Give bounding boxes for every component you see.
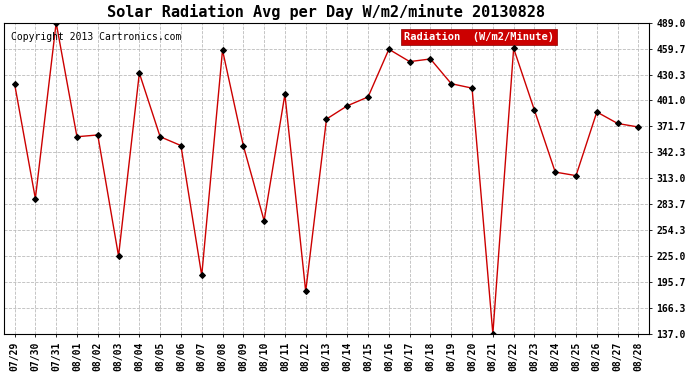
Point [50,20,61,26]
Point [72,134,83,140]
Point [508,45,519,51]
Point [113,253,124,259]
Point [362,94,373,100]
Point [238,142,249,148]
Point [612,120,623,126]
Text: Copyright 2013 Cartronics.com: Copyright 2013 Cartronics.com [10,32,181,42]
Point [92,132,104,138]
Point [9,81,20,87]
Point [134,70,145,76]
Point [633,124,644,130]
Point [217,47,228,53]
Text: Radiation  (W/m2/Minute): Radiation (W/m2/Minute) [404,32,554,42]
Point [175,142,186,148]
Point [571,172,582,178]
Point [259,218,270,224]
Point [550,169,561,175]
Point [279,91,290,97]
Point [384,46,395,52]
Point [155,134,166,140]
Point [466,85,477,91]
Point [487,331,498,337]
Title: Solar Radiation Avg per Day W/m2/minute 20130828: Solar Radiation Avg per Day W/m2/minute … [108,4,546,20]
Point [196,273,207,279]
Point [404,58,415,64]
Point [591,109,602,115]
Point [300,288,311,294]
Point [321,116,332,122]
Point [342,103,353,109]
Point [529,107,540,113]
Point [30,196,41,202]
Point [425,56,436,62]
Point [446,81,457,87]
